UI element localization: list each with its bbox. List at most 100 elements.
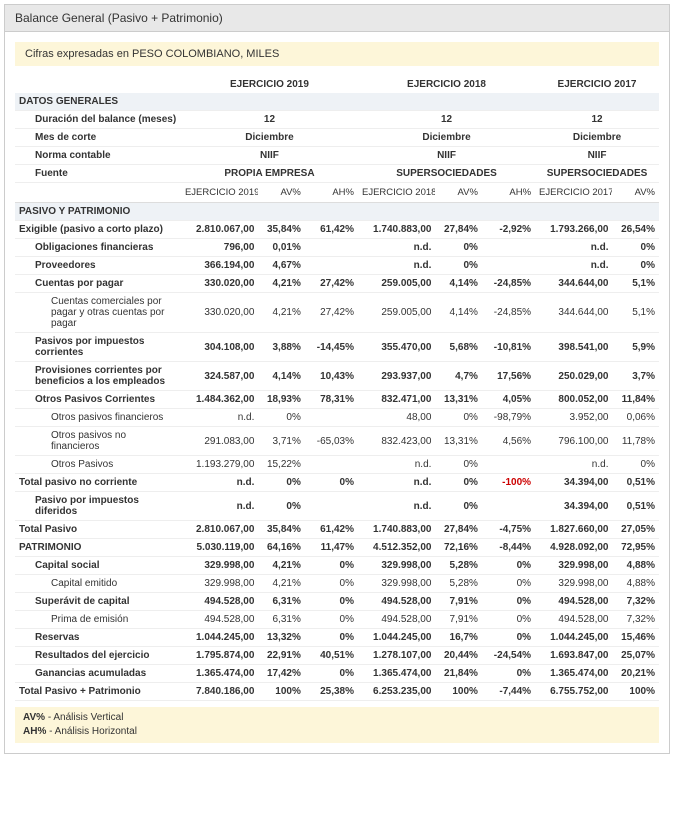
cell: 61,42% [305, 221, 358, 239]
general-value: Diciembre [535, 129, 659, 147]
cell: 4,21% [258, 575, 304, 593]
cell: n.d. [181, 409, 258, 427]
cell: 4,7% [435, 362, 481, 391]
cell: n.d. [358, 257, 435, 275]
cell: 0% [258, 409, 304, 427]
row-label: Total Pasivo + Patrimonio [15, 683, 181, 701]
cell: 3.952,00 [535, 409, 612, 427]
cell: 61,42% [305, 521, 358, 539]
row-label: Total pasivo no corriente [15, 474, 181, 492]
cell: 0% [612, 257, 659, 275]
cell: 1.278.107,00 [358, 647, 435, 665]
cell: 5,1% [612, 293, 659, 333]
row-label: PATRIMONIO [15, 539, 181, 557]
cell: 344.644,00 [535, 293, 612, 333]
cell: 259.005,00 [358, 293, 435, 333]
cell: 832.471,00 [358, 391, 435, 409]
cell: 3,71% [258, 427, 304, 456]
cell: 0% [482, 593, 535, 611]
cell: 0% [305, 557, 358, 575]
cell: n.d. [535, 456, 612, 474]
table-row: Total Pasivo2.810.067,0035,84%61,42%1.74… [15, 521, 659, 539]
general-value: NIIF [358, 147, 535, 165]
cell: 4,67% [258, 257, 304, 275]
cell: 16,7% [435, 629, 481, 647]
cell [305, 456, 358, 474]
cell: 4,21% [258, 557, 304, 575]
row-label: Superávit de capital [15, 593, 181, 611]
cell: 15,22% [258, 456, 304, 474]
cell: 0,51% [612, 492, 659, 521]
cell: 2.810.067,00 [181, 221, 258, 239]
cell: 329.998,00 [358, 575, 435, 593]
cell: 0% [435, 409, 481, 427]
cell: 4,14% [258, 362, 304, 391]
cell: 27,42% [305, 275, 358, 293]
cell: 1.484.362,00 [181, 391, 258, 409]
cell: 0% [482, 665, 535, 683]
cell: 13,31% [435, 427, 481, 456]
cell [305, 492, 358, 521]
cell: 100% [612, 683, 659, 701]
general-value: NIIF [535, 147, 659, 165]
cell [305, 409, 358, 427]
cell: 796.100,00 [535, 427, 612, 456]
cell: 4,21% [258, 293, 304, 333]
section-datos-label: DATOS GENERALES [15, 93, 659, 111]
cell: 13,31% [435, 391, 481, 409]
cell: 329.998,00 [535, 557, 612, 575]
cell: 22,91% [258, 647, 304, 665]
cell: 40,51% [305, 647, 358, 665]
col-header: EJERCICIO 2017 [535, 183, 612, 203]
cell: -4,75% [482, 521, 535, 539]
cell: 4,05% [482, 391, 535, 409]
table-row: Total pasivo no corrienten.d.0%0%n.d.0%-… [15, 474, 659, 492]
general-label: Duración del balance (meses) [15, 111, 181, 129]
cell: -24,85% [482, 293, 535, 333]
cell: 7,91% [435, 611, 481, 629]
cell: 304.108,00 [181, 333, 258, 362]
cell: 5.030.119,00 [181, 539, 258, 557]
cell: 0% [435, 492, 481, 521]
cell: 1.740.883,00 [358, 221, 435, 239]
table-row: Exigible (pasivo a corto plazo)2.810.067… [15, 221, 659, 239]
cell: -10,81% [482, 333, 535, 362]
cell: 494.528,00 [358, 611, 435, 629]
table-row: Cuentas comerciales por pagar y otras cu… [15, 293, 659, 333]
cell: -24,85% [482, 275, 535, 293]
year-2019: EJERCICIO 2019 [181, 76, 358, 93]
cell: 26,54% [612, 221, 659, 239]
table-row: Otros pasivos no financieros291.083,003,… [15, 427, 659, 456]
general-value: 12 [358, 111, 535, 129]
cell: 250.029,00 [535, 362, 612, 391]
table-row: PATRIMONIO5.030.119,0064,16%11,47%4.512.… [15, 539, 659, 557]
cell: 330.020,00 [181, 275, 258, 293]
cell: 11,47% [305, 539, 358, 557]
cell: 100% [435, 683, 481, 701]
cell: 4,56% [482, 427, 535, 456]
cell [482, 257, 535, 275]
cell: 1.365.474,00 [358, 665, 435, 683]
general-value: NIIF [181, 147, 358, 165]
cell: -8,44% [482, 539, 535, 557]
cell: 0% [258, 474, 304, 492]
row-label: Reservas [15, 629, 181, 647]
cell: 329.998,00 [535, 575, 612, 593]
cell [482, 492, 535, 521]
cell: 0% [612, 456, 659, 474]
cell: 64,16% [258, 539, 304, 557]
table-row: Obligaciones financieras796,000,01%n.d.0… [15, 239, 659, 257]
cell: 17,56% [482, 362, 535, 391]
cell: 13,32% [258, 629, 304, 647]
row-label: Capital emitido [15, 575, 181, 593]
table-row: Otros Pasivos Corrientes1.484.362,0018,9… [15, 391, 659, 409]
cell: 6,31% [258, 611, 304, 629]
cell: 324.587,00 [181, 362, 258, 391]
cell: 1.193.279,00 [181, 456, 258, 474]
currency-note: Cifras expresadas en PESO COLOMBIANO, MI… [15, 42, 659, 66]
cell: 398.541,00 [535, 333, 612, 362]
cell: -100% [482, 474, 535, 492]
col-header [15, 183, 181, 203]
cell: 10,43% [305, 362, 358, 391]
cell: 291.083,00 [181, 427, 258, 456]
